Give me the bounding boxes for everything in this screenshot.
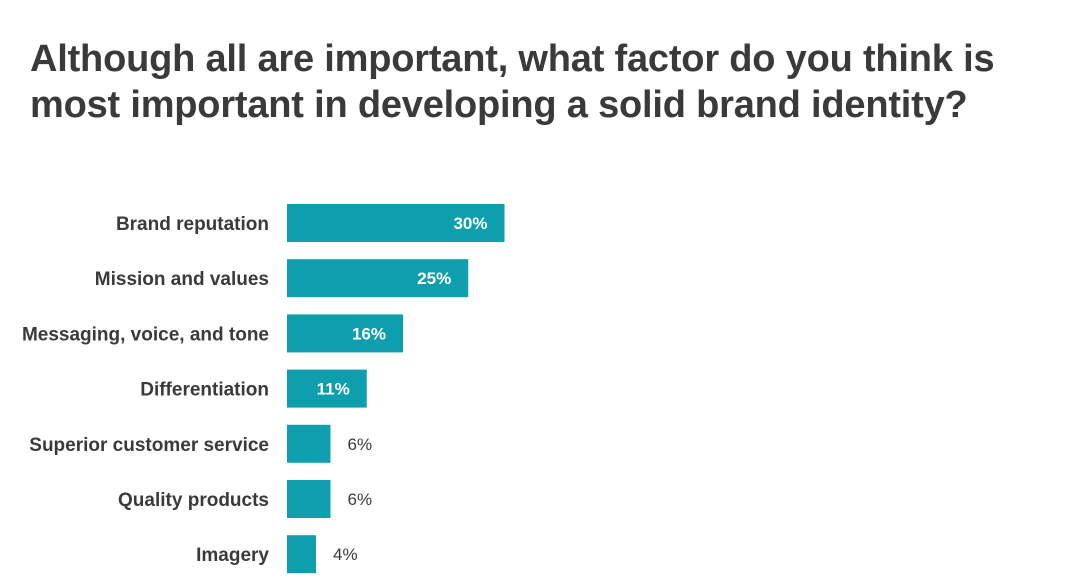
bar xyxy=(287,480,331,518)
bar xyxy=(287,204,505,242)
category-label: Imagery xyxy=(196,545,269,566)
value-label: 16% xyxy=(352,324,386,343)
category-label: Messaging, voice, and tone xyxy=(22,324,269,345)
category-label: Brand reputation xyxy=(116,214,269,235)
value-label: 6% xyxy=(348,435,373,454)
bar xyxy=(287,259,469,298)
value-label: 25% xyxy=(417,269,451,288)
bar xyxy=(287,424,331,463)
value-label: 11% xyxy=(317,380,350,399)
bar xyxy=(287,535,316,574)
bar xyxy=(287,369,367,408)
category-label: Differentiation xyxy=(140,380,269,401)
chart-title: Although all are important, what factor … xyxy=(30,38,995,126)
category-label: Mission and values xyxy=(95,269,269,290)
value-label: 30% xyxy=(453,214,487,233)
value-label: 6% xyxy=(348,490,373,509)
category-label: Superior customer service xyxy=(29,435,269,456)
category-label: Quality products xyxy=(118,490,269,511)
value-label: 4% xyxy=(333,545,358,564)
bar xyxy=(287,314,403,353)
